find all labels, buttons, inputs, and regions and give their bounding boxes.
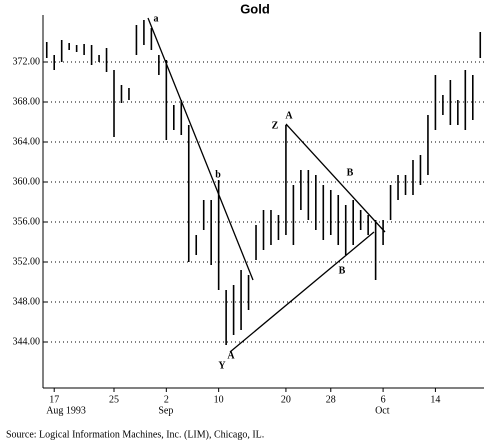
annotation: a: [154, 13, 159, 24]
y-tick-label: 360.00: [13, 176, 41, 187]
annotation: Z: [272, 120, 279, 131]
x-tick-label: 28: [326, 394, 336, 405]
x-tick-label: 2: [164, 394, 169, 405]
month-label: Sep: [158, 405, 173, 416]
trendlines: [147, 17, 386, 353]
x-tick-label: 10: [214, 394, 224, 405]
source-note: Source: Logical Information Machines, In…: [6, 429, 264, 440]
annotation: B: [347, 167, 354, 178]
annotation: A: [285, 110, 293, 121]
y-tick-label: 372.00: [13, 56, 41, 67]
y-tick-label: 368.00: [13, 96, 41, 107]
trendline: [229, 231, 375, 353]
y-tick-label: 352.00: [13, 256, 41, 267]
x-tick-label: 14: [430, 394, 440, 405]
trendline: [285, 123, 386, 233]
chart-title: Gold: [240, 1, 270, 16]
x-tick-label: 20: [281, 394, 291, 405]
trendline: [147, 17, 254, 281]
x-tick-label: 6: [381, 394, 386, 405]
annotation: b: [215, 169, 221, 180]
month-label: Oct: [375, 405, 390, 416]
x-tick-label: 25: [109, 394, 119, 405]
y-tick-label: 364.00: [13, 136, 41, 147]
y-tick-label: 356.00: [13, 216, 41, 227]
annotation: A: [227, 350, 235, 361]
y-tick-label: 348.00: [13, 296, 41, 307]
month-label: Aug 1993: [46, 405, 86, 416]
annotation: B: [339, 265, 346, 276]
x-tick-label: 17: [49, 394, 59, 405]
annotation: Y: [218, 360, 226, 371]
y-tick-label: 344.00: [13, 336, 41, 347]
